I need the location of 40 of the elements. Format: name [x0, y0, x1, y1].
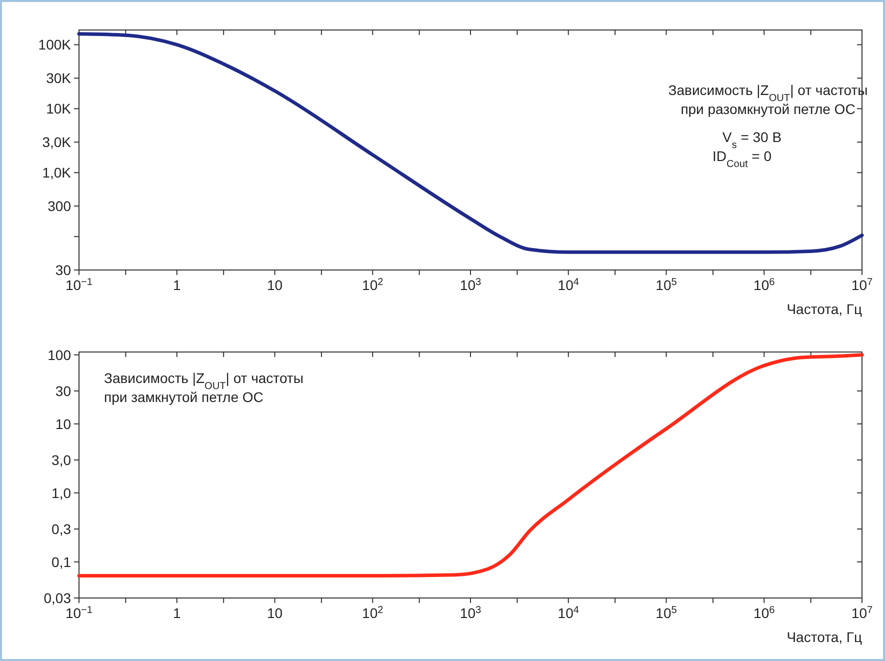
y-tick-label: 0,03 — [44, 590, 72, 606]
x-tick-label: 10$^{5}$ — [656, 604, 678, 621]
x-tick-label: 10$^{4}$ — [558, 604, 580, 621]
y-tick-label: 3,0 — [52, 452, 72, 468]
y-tick-label: 300 — [48, 198, 72, 214]
annotation: Зависимость |Z$_{OUT}$| от частоты — [104, 370, 304, 392]
y-tick-label: 10K — [46, 100, 72, 117]
y-tick-label: 100K — [38, 36, 72, 53]
x-tick-label: 10$^{3}$ — [460, 276, 482, 293]
y-tick-label: 0,1 — [52, 554, 72, 570]
x-tick-label: 10$^{4}$ — [558, 276, 580, 293]
x-tick-label: 10$^{7}$ — [851, 276, 873, 293]
annotation: ID$_{Cout}$ = 0 — [712, 148, 772, 170]
y-tick-label: 1,0 — [52, 484, 72, 501]
x-tick-label: 10$^{3}$ — [460, 604, 482, 621]
x-tick-label: 10$^{5}$ — [656, 276, 678, 293]
y-tick-label: 1,0K — [42, 164, 72, 181]
x-tick-label: 1 — [172, 277, 181, 293]
x-tick-label: 10$^{−1}$ — [65, 604, 93, 621]
annotation: при разомкнутой петле ОС — [680, 101, 856, 117]
y-tick-label: 3,0K — [42, 134, 72, 150]
x-axis-title: Частота, Гц — [786, 301, 862, 317]
x-tick-label: 10$^{6}$ — [754, 276, 776, 293]
annotation: при замкнутой петле ОС — [104, 389, 264, 405]
x-tick-label: 10$^{2}$ — [362, 276, 384, 293]
x-axis-title: Частота, Гц — [786, 629, 862, 645]
x-tick-label: 10$^{7}$ — [851, 604, 873, 621]
y-tick-label: 30K — [46, 70, 72, 86]
y-tick-label: 30 — [55, 382, 72, 399]
annotation: V$_{s}$ = 30 В — [722, 129, 782, 150]
y-tick-label: 0,3 — [52, 520, 72, 537]
x-tick-label: 10$^{−1}$ — [65, 276, 93, 293]
y-tick-label: 30 — [55, 262, 72, 278]
x-tick-label: 10 — [266, 277, 283, 293]
x-tick-label: 10 — [266, 605, 283, 621]
y-tick-label: 100 — [48, 346, 72, 363]
x-tick-label: 10$^{6}$ — [754, 604, 776, 621]
x-tick-label: 1 — [172, 605, 181, 621]
y-tick-label: 10 — [55, 416, 72, 432]
x-tick-label: 10$^{2}$ — [362, 604, 384, 621]
